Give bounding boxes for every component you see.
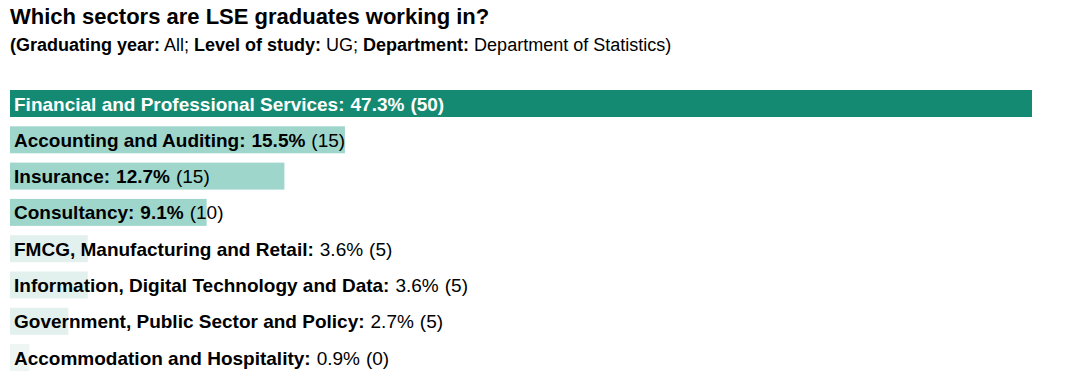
subtitle-part: UG; [321, 35, 358, 55]
bar [10, 199, 207, 226]
value-label: 0.9% [317, 348, 360, 369]
subtitle-part: Level of study: [189, 35, 321, 55]
category-label: Financial and Professional Services: [14, 94, 345, 115]
labels: Financial and Professional Services: 47.3… [14, 94, 468, 369]
value-label: 2.7% [371, 311, 414, 332]
value-label: 9.1% [140, 202, 183, 223]
category-label: Insurance: [14, 166, 110, 187]
bar-label: FMCG, Manufacturing and Retail: 3.6% (5) [14, 239, 392, 260]
category-label: Accommodation and Hospitality: [14, 348, 311, 369]
subtitle: (Graduating year: All; Level of study: U… [10, 35, 671, 55]
value-label: 3.6% [320, 239, 363, 260]
subtitle-part: Department of Statistics) [469, 35, 671, 55]
count-label: (5) [445, 275, 468, 296]
bar [10, 126, 345, 153]
category-label: Consultancy: [14, 202, 134, 223]
category-label: Accounting and Auditing: [14, 130, 245, 151]
subtitle-part: All; [160, 35, 189, 55]
bar [10, 90, 1032, 117]
bar-label: Government, Public Sector and Policy: 2.7… [14, 311, 443, 332]
bar-label: Information, Digital Technology and Data… [14, 275, 468, 296]
bars [10, 90, 1032, 371]
title: Which sectors are LSE graduates working … [10, 4, 489, 29]
count-label: (50) [410, 94, 444, 115]
value-label: 3.6% [395, 275, 438, 296]
count-label: (5) [369, 239, 392, 260]
bar [10, 163, 284, 190]
category-label: FMCG, Manufacturing and Retail: [14, 239, 314, 260]
subtitle-part: Department: [358, 35, 469, 55]
chart-svg: Which sectors are LSE graduates working … [0, 0, 1080, 385]
chart-container: Which sectors are LSE graduates working … [0, 0, 1080, 385]
bar-label: Insurance: 12.7% (15) [14, 166, 210, 187]
category-label: Government, Public Sector and Policy: [14, 311, 365, 332]
value-label: 12.7% [116, 166, 170, 187]
bar-label: Financial and Professional Services: 47.3… [14, 94, 444, 115]
bar-label: Accommodation and Hospitality: 0.9% (0) [14, 348, 389, 369]
value-label: 47.3% [351, 94, 405, 115]
count-label: (10) [190, 202, 224, 223]
count-label: (5) [420, 311, 443, 332]
count-label: (0) [366, 348, 389, 369]
bar-label: Consultancy: 9.1% (10) [14, 202, 223, 223]
category-label: Information, Digital Technology and Data… [14, 275, 389, 296]
subtitle-part: (Graduating year: [10, 35, 160, 55]
count-label: (15) [311, 130, 345, 151]
count-label: (15) [176, 166, 210, 187]
bar-label: Accounting and Auditing: 15.5% (15) [14, 130, 345, 151]
value-label: 15.5% [251, 130, 305, 151]
